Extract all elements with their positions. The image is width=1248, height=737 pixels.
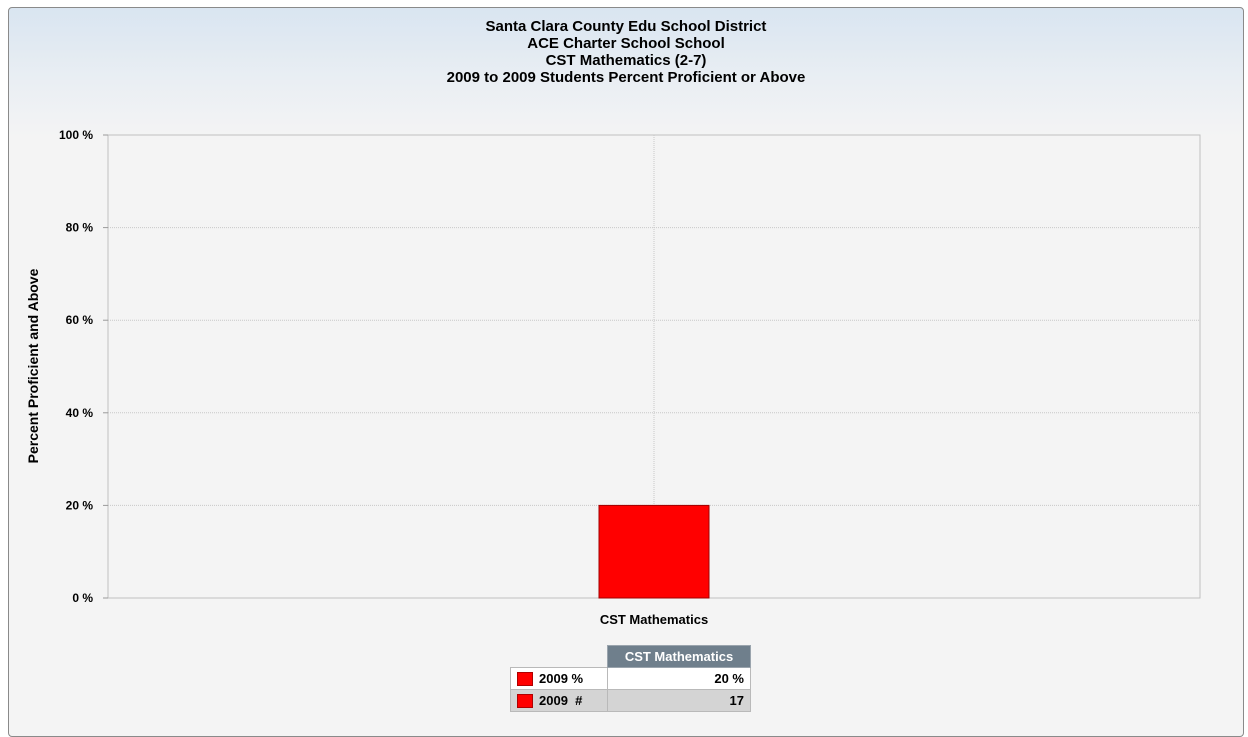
y-tick-label: 60 % <box>66 313 94 327</box>
legend-swatch <box>517 672 533 687</box>
data-table-row: 2009 # 17 <box>510 689 751 712</box>
title-line-school: ACE Charter School School <box>527 35 725 52</box>
row-label-text: 2009 % <box>539 671 584 687</box>
title-line-test: CST Mathematics (2-7) <box>545 52 707 69</box>
title-line-district: Santa Clara County Edu School District <box>485 18 767 35</box>
legend-swatch <box>517 694 533 709</box>
data-table-row-label: 2009 % <box>510 667 608 690</box>
y-tick-label: 0 % <box>72 591 93 605</box>
y-tick-label: 20 % <box>66 498 94 512</box>
y-tick-label: 100 % <box>59 128 93 142</box>
y-tick-label: 80 % <box>66 221 94 235</box>
data-table: CST Mathematics 2009 % 20 % 2009 # 17 <box>510 645 751 712</box>
y-axis-ticks: 0 % 20 % 40 % 60 % 80 % 100 % <box>59 128 108 605</box>
data-table-value: 17 <box>607 689 751 712</box>
title-line-range: 2009 to 2009 Students Percent Proficient… <box>446 69 806 86</box>
y-tick-label: 40 % <box>66 406 94 420</box>
chart-title: Santa Clara County Edu School District A… <box>8 18 1244 86</box>
bars <box>598 504 710 599</box>
x-tick-label: CST Mathematics <box>600 612 708 627</box>
data-table-row-label: 2009 # <box>510 689 608 712</box>
data-table-header: CST Mathematics <box>607 645 751 668</box>
data-table-row: 2009 % 20 % <box>510 667 751 690</box>
data-table-value: 20 % <box>607 667 751 690</box>
row-label-text: 2009 # <box>539 693 583 709</box>
x-axis-ticks: CST Mathematics <box>600 612 708 627</box>
bar <box>598 504 710 599</box>
data-table-corner <box>511 646 608 668</box>
